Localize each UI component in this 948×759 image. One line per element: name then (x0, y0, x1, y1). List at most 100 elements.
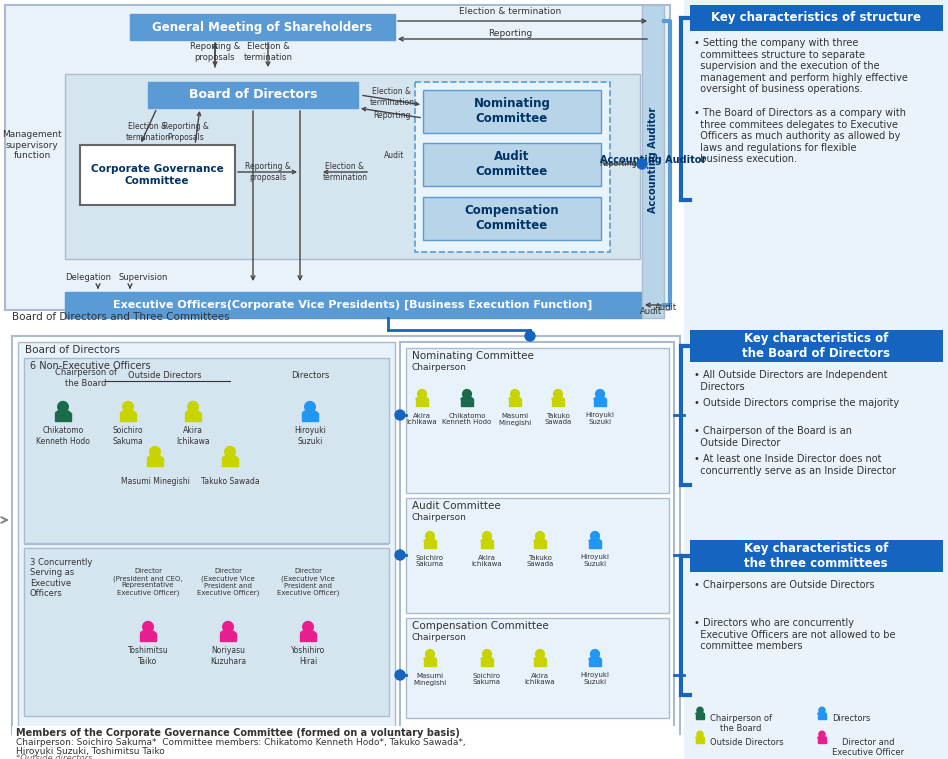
Circle shape (697, 707, 703, 713)
Text: Reporting: Reporting (374, 112, 410, 121)
Polygon shape (508, 398, 521, 399)
Circle shape (395, 410, 405, 420)
Circle shape (525, 331, 535, 341)
Text: Election &
termination: Election & termination (125, 122, 171, 142)
Polygon shape (185, 413, 201, 421)
Bar (80, 145, 235, 205)
Text: Masumi
Minegishi: Masumi Minegishi (499, 412, 532, 426)
Text: • Chairperson of the Board is an
  Outside Director: • Chairperson of the Board is an Outside… (694, 426, 852, 448)
Bar (423, 197, 601, 240)
Text: Members of the Corporate Governance Committee (formed on a voluntary basis): Members of the Corporate Governance Comm… (16, 728, 460, 738)
Bar (415, 82, 610, 252)
Text: Audit Committee: Audit Committee (412, 501, 501, 511)
Text: • At least one Inside Director does not
  concurrently serve as an Inside Direct: • At least one Inside Director does not … (694, 454, 896, 476)
Text: Board of Directors: Board of Directors (189, 89, 318, 102)
Bar (5, 5, 670, 310)
Polygon shape (424, 657, 436, 659)
Polygon shape (120, 411, 136, 413)
Polygon shape (55, 411, 71, 413)
Polygon shape (461, 399, 473, 406)
Bar (406, 348, 669, 493)
Circle shape (426, 650, 434, 658)
Text: Chairperson of
the Board: Chairperson of the Board (55, 368, 117, 388)
Text: Chairperson: Soichiro Sakuma*  Committee members: Chikatomo Kenneth Hodo*, Takuk: Chairperson: Soichiro Sakuma* Committee … (16, 738, 465, 747)
Text: Election &
termination: Election & termination (244, 43, 293, 61)
Bar (690, 540, 943, 572)
Text: Corporate Governance
Committee: Corporate Governance Committee (91, 164, 224, 186)
Circle shape (395, 670, 405, 680)
Polygon shape (589, 540, 601, 541)
Circle shape (58, 402, 68, 412)
Polygon shape (534, 657, 546, 659)
Circle shape (697, 731, 703, 738)
Circle shape (554, 389, 562, 398)
Text: Soichiro
Sakuma: Soichiro Sakuma (416, 555, 444, 568)
Polygon shape (696, 737, 704, 738)
Text: 3 Concurrently
Serving as
Executive
Officers: 3 Concurrently Serving as Executive Offi… (30, 558, 92, 598)
Circle shape (637, 159, 647, 169)
Text: Audit: Audit (384, 152, 404, 160)
Circle shape (595, 389, 605, 398)
Text: Noriyasu
Kuzuhara: Noriyasu Kuzuhara (210, 647, 246, 666)
Text: Nominating
Committee: Nominating Committee (474, 97, 551, 125)
Circle shape (483, 531, 491, 540)
Circle shape (395, 550, 405, 560)
Bar (24, 548, 389, 716)
Text: Akira
Ichikawa: Akira Ichikawa (524, 672, 556, 685)
Text: *Outside directors: *Outside directors (16, 754, 93, 759)
Text: Hiroyuki
Suzuki: Hiroyuki Suzuki (580, 672, 610, 685)
Circle shape (463, 389, 471, 398)
Text: Hiroyuki
Suzuki: Hiroyuki Suzuki (586, 412, 614, 426)
Polygon shape (424, 540, 436, 541)
Text: Yoshihiro
Hirai: Yoshihiro Hirai (291, 647, 325, 666)
Text: General Meeting of Shareholders: General Meeting of Shareholders (152, 20, 372, 33)
Text: Key characteristics of
the three committees: Key characteristics of the three committ… (744, 542, 888, 570)
Text: Reporting &
proposals: Reporting & proposals (190, 43, 240, 61)
Polygon shape (817, 738, 827, 743)
Text: Key characteristics of
the Board of Directors: Key characteristics of the Board of Dire… (742, 332, 890, 360)
Text: Audit
Committee: Audit Committee (476, 150, 548, 178)
Polygon shape (220, 633, 236, 641)
Bar (423, 90, 601, 133)
Polygon shape (552, 399, 564, 406)
Polygon shape (589, 657, 601, 659)
Text: Director
(President and CEO,
Representative
Executive Officer): Director (President and CEO, Representat… (113, 568, 183, 596)
Text: Takuko
Sawada: Takuko Sawada (544, 412, 572, 426)
Text: Directors: Directors (291, 371, 329, 380)
Bar (406, 498, 669, 613)
Text: • The Board of Directors as a compary with
  three commitees delegates to Execut: • The Board of Directors as a compary wi… (694, 108, 906, 165)
Text: 6 Non-Executive Officers: 6 Non-Executive Officers (30, 361, 151, 371)
Text: Chikatomo
Kenneth Hodo: Chikatomo Kenneth Hodo (36, 427, 90, 446)
Polygon shape (147, 456, 163, 458)
Text: Akira
Ichikawa: Akira Ichikawa (472, 555, 502, 568)
Bar (130, 14, 395, 40)
Polygon shape (817, 713, 827, 719)
Polygon shape (481, 657, 493, 659)
Text: Director
(Executive Vice
President and
Executive Officer): Director (Executive Vice President and E… (277, 568, 339, 596)
Text: Takuko
Sawada: Takuko Sawada (526, 555, 554, 568)
Text: Chairperson of
the Board: Chairperson of the Board (710, 714, 772, 733)
Polygon shape (481, 541, 493, 548)
Polygon shape (415, 398, 428, 399)
Text: Executive Officers(Corporate Vice Presidents) [Business Execution Function]: Executive Officers(Corporate Vice Presid… (114, 300, 592, 310)
Text: Compensation
Committee: Compensation Committee (465, 204, 559, 232)
Circle shape (426, 531, 434, 540)
Bar (423, 143, 601, 186)
Polygon shape (302, 411, 318, 413)
Bar (690, 5, 943, 31)
Circle shape (418, 389, 427, 398)
Text: Election &
termination: Election & termination (370, 87, 414, 107)
Text: Takuko Sawada: Takuko Sawada (201, 477, 260, 486)
Circle shape (150, 446, 160, 457)
Text: Toshimitsu
Taiko: Toshimitsu Taiko (128, 647, 169, 666)
Text: • Setting the company with three
  committees structure to separate
  supervisio: • Setting the company with three committ… (694, 38, 908, 94)
Text: Key characteristics of structure: Key characteristics of structure (711, 11, 921, 24)
Text: Board of Directors: Board of Directors (25, 345, 120, 355)
Text: Accounting Auditor: Accounting Auditor (648, 107, 658, 213)
Text: Chairperson: Chairperson (412, 364, 466, 373)
Bar (148, 82, 358, 108)
Polygon shape (481, 659, 493, 666)
Text: Chikatomo
Kenneth Hodo: Chikatomo Kenneth Hodo (443, 412, 492, 426)
Polygon shape (302, 413, 318, 421)
Text: Director
(Executive Vice
President and
Executive Officer): Director (Executive Vice President and E… (197, 568, 259, 596)
